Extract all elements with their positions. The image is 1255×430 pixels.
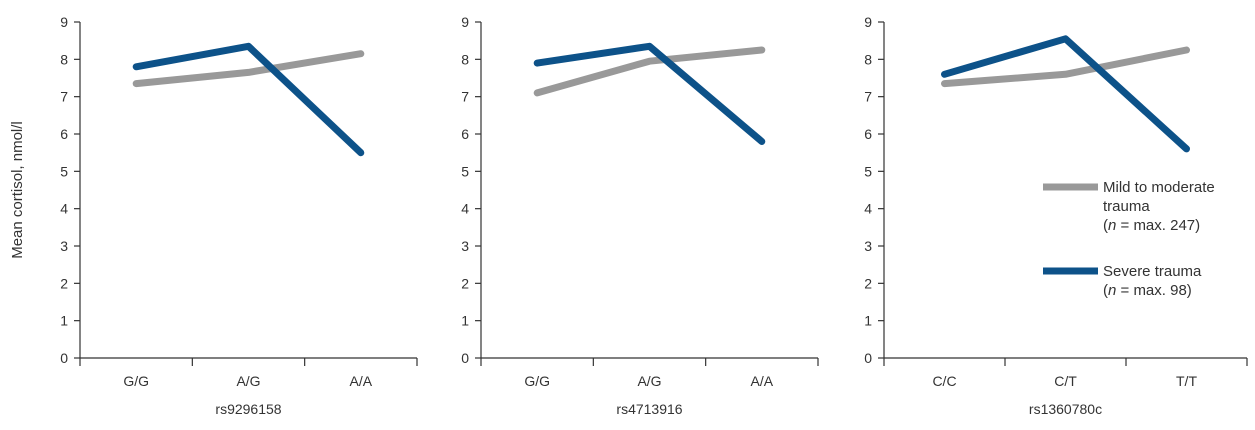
series-line-severe bbox=[132, 42, 365, 157]
y-tick-label: 9 bbox=[60, 14, 68, 30]
x-tick-label: A/A bbox=[350, 373, 373, 389]
x-tick-label: A/G bbox=[236, 373, 260, 389]
y-tick-label: 3 bbox=[864, 238, 872, 254]
y-tick-label: 0 bbox=[461, 350, 469, 366]
y-tick-label: 2 bbox=[461, 275, 469, 291]
y-tick-label: 7 bbox=[461, 89, 469, 105]
x-axis-title: rs1360780c bbox=[1029, 401, 1102, 417]
y-tick-label: 9 bbox=[461, 14, 469, 30]
legend-label-mild-n: (n = max. 247) bbox=[1103, 217, 1200, 234]
chart-panel-3: 0 1 2 3 4 5 6 7 8 9 C/C C/T T/T rs1360780c bbox=[864, 14, 1248, 417]
legend-label-mild-line1: Mild to moderate bbox=[1103, 179, 1215, 196]
series-line-mild bbox=[533, 46, 766, 97]
series-line-severe bbox=[533, 42, 766, 145]
y-tick-label: 2 bbox=[60, 275, 68, 291]
x-tick-label: T/T bbox=[1176, 373, 1197, 389]
y-tick-label: 9 bbox=[864, 14, 872, 30]
x-tick-label: A/A bbox=[751, 373, 774, 389]
legend-mild-n-rest: = max. 247) bbox=[1116, 217, 1200, 234]
y-tick-label: 5 bbox=[864, 163, 872, 179]
y-tick-label: 6 bbox=[461, 126, 469, 142]
y-tick-label: 6 bbox=[60, 126, 68, 142]
y-tick-label: 1 bbox=[60, 313, 68, 329]
y-tick-label: 6 bbox=[864, 126, 872, 142]
legend-label-severe-n: (n = max. 98) bbox=[1103, 282, 1192, 299]
chart-panel-1: 0 1 2 3 4 5 6 7 8 9 G/G A/G A/A rs9296158 Mean cortiso… bbox=[9, 14, 418, 417]
x-axis-title: rs4713916 bbox=[616, 401, 682, 417]
legend-severe-n-rest: = max. 98) bbox=[1116, 282, 1191, 299]
y-tick-label: 0 bbox=[864, 350, 872, 366]
legend-mild-paren: ( bbox=[1103, 217, 1108, 234]
series-line-mild bbox=[941, 46, 1190, 88]
y-tick-label: 7 bbox=[60, 89, 68, 105]
x-axis-title: rs9296158 bbox=[215, 401, 281, 417]
legend-label-mild-line2: trauma bbox=[1103, 198, 1150, 215]
legend: Mild to moderate trauma (n = max. 247) S… bbox=[1043, 179, 1215, 299]
y-tick-label: 4 bbox=[461, 201, 469, 217]
y-tick-label: 1 bbox=[864, 313, 872, 329]
y-tick-label: 2 bbox=[864, 275, 872, 291]
x-tick-label: G/G bbox=[123, 373, 149, 389]
y-tick-label: 8 bbox=[864, 51, 872, 67]
legend-label-severe-line1: Severe trauma bbox=[1103, 263, 1202, 280]
y-tick-label: 1 bbox=[461, 313, 469, 329]
x-tick-label: A/G bbox=[637, 373, 661, 389]
y-tick-label: 5 bbox=[60, 163, 68, 179]
series-line-severe bbox=[941, 35, 1190, 153]
y-tick-label: 4 bbox=[60, 201, 68, 217]
legend-severe-paren: ( bbox=[1103, 282, 1108, 299]
y-tick-label: 5 bbox=[461, 163, 469, 179]
legend-severe-n-italic: n bbox=[1108, 282, 1116, 299]
series-line-mild bbox=[132, 50, 365, 88]
x-tick-label: G/G bbox=[524, 373, 550, 389]
y-axis-title: Mean cortisol, nmol/l bbox=[9, 121, 26, 259]
y-tick-label: 8 bbox=[60, 51, 68, 67]
x-tick-label: C/C bbox=[932, 373, 956, 389]
y-tick-label: 8 bbox=[461, 51, 469, 67]
y-tick-label: 3 bbox=[461, 238, 469, 254]
y-tick-label: 3 bbox=[60, 238, 68, 254]
y-tick-label: 7 bbox=[864, 89, 872, 105]
x-tick-label: C/T bbox=[1054, 373, 1077, 389]
y-tick-label: 4 bbox=[864, 201, 872, 217]
chart-panel-2: 0 1 2 3 4 5 6 7 8 9 G/G A/G A/A rs4713916 bbox=[461, 14, 819, 417]
legend-mild-n-italic: n bbox=[1108, 217, 1116, 234]
y-tick-label: 0 bbox=[60, 350, 68, 366]
